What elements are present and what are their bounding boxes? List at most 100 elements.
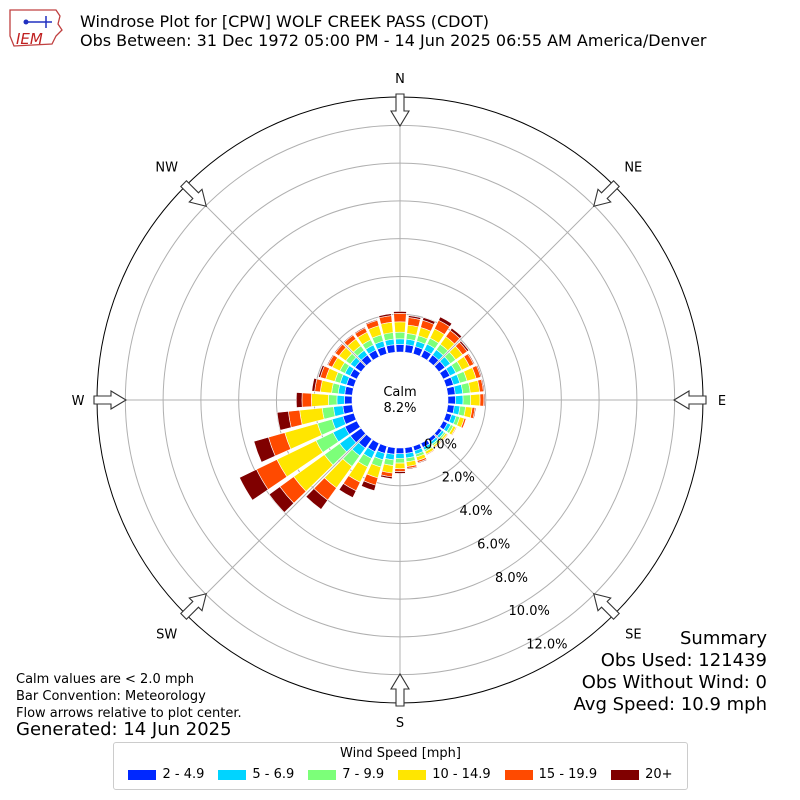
legend-label-2: 7 - 9.9 (342, 767, 385, 782)
flow-arrow-4 (390, 672, 410, 707)
radial-tick-label-3: 6.0% (477, 537, 510, 552)
flow-arrow-5 (180, 592, 208, 620)
legend-item-2: 7 - 9.9 (308, 767, 384, 782)
legend-label-1: 5 - 6.9 (252, 767, 295, 782)
bar-160-bin-5 (417, 458, 428, 464)
flow-arrow-3 (592, 592, 620, 620)
bar-0-bin-0 (395, 344, 405, 353)
bar-320-bin-5 (343, 333, 354, 343)
bar-190-bin-5 (380, 474, 393, 480)
bar-0-bin-3 (393, 321, 407, 333)
bar-0-bin-2 (394, 331, 406, 340)
legend-swatch-5 (611, 769, 640, 780)
bar-260-bin-0 (342, 404, 354, 415)
bar-20-bin-5 (422, 317, 436, 325)
avg-speed: Avg Speed: 10.9 mph (573, 694, 767, 715)
legend-item-3: 10 - 14.9 (398, 767, 491, 782)
obs-used: Obs Used: 121439 (600, 650, 767, 671)
spoke-7 (185, 185, 367, 367)
flow-arrow-6 (93, 390, 128, 410)
calm-value: 8.2% (383, 401, 416, 416)
radial-tick-label-5: 10.0% (509, 604, 550, 619)
bar-260-bin-2 (321, 406, 336, 420)
bar-150-bin-5 (426, 450, 436, 457)
polar-overlay (352, 352, 448, 448)
bar-290-bin-5 (317, 364, 325, 378)
spoke-5 (185, 433, 367, 615)
bar-140-bin-5 (434, 442, 443, 449)
bar-200-bin-5 (360, 480, 377, 492)
legend-item-5: 20+ (611, 767, 673, 782)
bar-350-bin-5 (378, 313, 392, 319)
bar-120-bin-5 (451, 427, 458, 437)
direction-label-se: SE (625, 627, 641, 642)
logo-text: IEM (16, 30, 43, 48)
bar-30-bin-5 (438, 316, 453, 328)
legend-items: 2 - 4.9 5 - 6.9 7 - 9.9 10 - 14.9 15 - 19.9 2… (114, 767, 687, 782)
bar-270-bin-5 (295, 392, 303, 408)
radial-tick-label-6: 12.0% (526, 638, 567, 653)
legend-label-5: 20+ (645, 767, 673, 782)
flow-arrow-shape-1 (592, 180, 620, 208)
bar-50-bin-5 (459, 340, 470, 352)
bar-convention-note: Bar Convention: Meteorology (16, 689, 206, 704)
bar-180-bin-1 (395, 453, 405, 459)
spoke-3 (433, 433, 615, 615)
legend-label-4: 15 - 19.9 (538, 767, 598, 782)
iem-logo-graphic: IEM (9, 9, 63, 48)
flow-arrow-shape-4 (390, 672, 410, 707)
bar-230-bin-5 (268, 486, 295, 513)
bar-310-bin-5 (333, 343, 343, 354)
chart-title: Windrose Plot for [CPW] WOLF CREEK PASS … (80, 12, 707, 50)
bar-40-bin-5 (449, 327, 463, 339)
bar-270-bin-0 (344, 395, 353, 405)
direction-label-e: E (718, 394, 726, 409)
title-line-2: Obs Between: 31 Dec 1972 05:00 PM - 14 J… (80, 31, 707, 50)
radial-tick-labels: 0.0% 2.0% 4.0% 6.0% 8.0% 10.0% 12.0% (424, 437, 568, 652)
bar-300-bin-5 (326, 354, 335, 366)
bar-90-bin-5 (483, 393, 486, 407)
windrose-bars (239, 311, 486, 513)
bar-90-bin-3 (470, 393, 481, 407)
direction-labels: N NE E SE S SW W NW (72, 72, 727, 731)
bar-90-bin-2 (462, 394, 471, 406)
bar-240-bin-5 (239, 468, 269, 501)
flow-arrow-shape-7 (180, 180, 208, 208)
bar-180-bin-3 (394, 462, 406, 470)
calm-circle (352, 352, 448, 448)
iem-logo: IEM (6, 6, 64, 50)
title-line-1: Windrose Plot for [CPW] WOLF CREEK PASS … (80, 12, 490, 31)
bar-270-bin-2 (328, 394, 338, 406)
bar-260-bin-1 (333, 405, 345, 417)
radial-tick-label-4: 8.0% (495, 571, 528, 586)
calm-label: Calm (383, 385, 416, 400)
flow-arrows (93, 93, 707, 707)
bar-70-bin-5 (476, 364, 483, 378)
legend-swatch-0 (128, 769, 157, 780)
bar-270-bin-4 (301, 392, 312, 408)
flow-arrow-note: Flow arrows relative to plot center. (16, 706, 242, 721)
bar-270-bin-1 (336, 395, 345, 405)
legend-swatch-2 (308, 769, 337, 780)
legend-swatch-1 (218, 769, 247, 780)
direction-label-n: N (395, 72, 405, 87)
flow-arrow-shape-2 (672, 390, 707, 410)
bar-250-bin-5 (253, 436, 276, 463)
legend-item-1: 5 - 6.9 (218, 767, 294, 782)
legend-label-0: 2 - 4.9 (162, 767, 205, 782)
obs-without-wind: Obs Without Wind: 0 (581, 672, 767, 693)
spoke-1 (433, 185, 615, 367)
flow-arrow-shape-0 (390, 93, 410, 128)
calm-note: Calm values are < 2.0 mph (16, 672, 195, 687)
bar-100-bin-5 (472, 407, 477, 420)
bar-130-bin-5 (442, 434, 449, 443)
bar-180-bin-5 (394, 471, 406, 474)
bar-270-bin-3 (311, 393, 329, 407)
bar-220-bin-5 (305, 488, 329, 510)
direction-label-sw: SW (156, 627, 177, 642)
chart-notes: Calm values are < 2.0 mph Bar Convention… (16, 671, 242, 722)
summary-box: Summary Obs Used: 121439 Obs Without Win… (574, 628, 767, 716)
direction-label-w: W (72, 394, 85, 409)
bar-330-bin-5 (354, 326, 366, 335)
